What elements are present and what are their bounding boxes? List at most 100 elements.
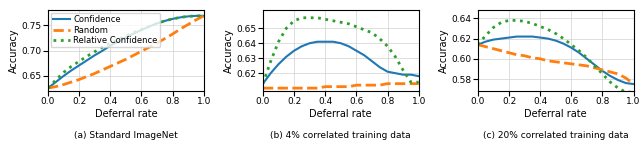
Relative Confidence bbox=[575, 50, 583, 52]
Relative Confidence bbox=[106, 42, 114, 44]
Random bbox=[552, 61, 559, 63]
Relative Confidence bbox=[345, 23, 353, 25]
Relative Confidence bbox=[267, 60, 275, 62]
Confidence bbox=[505, 37, 513, 39]
Confidence bbox=[298, 45, 306, 47]
Confidence bbox=[622, 82, 630, 84]
Relative Confidence bbox=[552, 33, 559, 34]
Relative Confidence bbox=[145, 26, 153, 27]
Random bbox=[275, 87, 282, 89]
Relative Confidence bbox=[505, 20, 513, 21]
Confidence bbox=[474, 44, 482, 46]
Relative Confidence bbox=[275, 41, 282, 43]
Random bbox=[200, 15, 207, 17]
Confidence bbox=[192, 15, 200, 17]
Confidence bbox=[630, 83, 637, 85]
Relative Confidence bbox=[536, 26, 544, 27]
Confidence bbox=[267, 72, 275, 74]
Line: Confidence: Confidence bbox=[478, 37, 634, 84]
Random bbox=[407, 83, 415, 85]
Relative Confidence bbox=[606, 81, 614, 83]
Confidence bbox=[345, 45, 353, 47]
Relative Confidence bbox=[138, 29, 145, 30]
Random bbox=[474, 44, 482, 46]
Relative Confidence bbox=[91, 51, 99, 53]
Confidence bbox=[583, 58, 591, 60]
Y-axis label: Accuracy: Accuracy bbox=[438, 28, 449, 73]
Random bbox=[161, 38, 169, 39]
Confidence bbox=[513, 36, 520, 37]
Relative Confidence bbox=[407, 81, 415, 83]
Random bbox=[314, 87, 321, 89]
Random bbox=[598, 69, 606, 71]
Confidence bbox=[368, 60, 376, 62]
Confidence bbox=[353, 50, 360, 52]
Relative Confidence bbox=[60, 72, 67, 73]
Confidence bbox=[259, 83, 267, 85]
Random bbox=[106, 66, 114, 67]
Confidence bbox=[306, 42, 314, 44]
Confidence bbox=[282, 56, 290, 58]
Relative Confidence bbox=[392, 56, 399, 58]
Relative Confidence bbox=[259, 83, 267, 85]
Random bbox=[267, 87, 275, 89]
Relative Confidence bbox=[598, 73, 606, 75]
Random bbox=[529, 57, 536, 59]
Confidence bbox=[536, 37, 544, 39]
Confidence bbox=[521, 36, 529, 37]
Line: Random: Random bbox=[48, 16, 204, 88]
Random bbox=[138, 50, 145, 52]
Legend: Confidence, Random, Relative Confidence: Confidence, Random, Relative Confidence bbox=[51, 13, 160, 47]
Random bbox=[184, 24, 192, 25]
Relative Confidence bbox=[630, 91, 637, 93]
Relative Confidence bbox=[52, 79, 60, 81]
Line: Relative Confidence: Relative Confidence bbox=[263, 18, 419, 84]
Line: Random: Random bbox=[263, 84, 419, 88]
Relative Confidence bbox=[192, 15, 200, 17]
Relative Confidence bbox=[184, 15, 192, 17]
Relative Confidence bbox=[497, 22, 505, 23]
Text: (b) 4% correlated training data: (b) 4% correlated training data bbox=[271, 131, 411, 140]
Random bbox=[559, 62, 567, 64]
Confidence bbox=[529, 36, 536, 37]
Relative Confidence bbox=[290, 20, 298, 22]
Random bbox=[130, 54, 138, 56]
X-axis label: Deferral rate: Deferral rate bbox=[310, 109, 372, 119]
Relative Confidence bbox=[591, 65, 598, 67]
Random bbox=[536, 58, 544, 60]
Random bbox=[259, 87, 267, 89]
Random bbox=[497, 50, 505, 52]
Confidence bbox=[106, 45, 114, 47]
Confidence bbox=[99, 50, 106, 52]
Relative Confidence bbox=[544, 29, 552, 30]
Random bbox=[145, 46, 153, 48]
Confidence bbox=[275, 63, 282, 65]
Random bbox=[521, 55, 529, 57]
Relative Confidence bbox=[177, 16, 184, 18]
Relative Confidence bbox=[122, 35, 130, 37]
Relative Confidence bbox=[153, 22, 161, 24]
Relative Confidence bbox=[360, 29, 368, 31]
Confidence bbox=[552, 40, 559, 41]
Random bbox=[99, 69, 106, 71]
Confidence bbox=[60, 75, 67, 77]
Confidence bbox=[200, 15, 207, 17]
Confidence bbox=[153, 22, 161, 24]
Confidence bbox=[91, 54, 99, 56]
Random bbox=[153, 42, 161, 44]
Relative Confidence bbox=[376, 38, 383, 40]
Random bbox=[368, 84, 376, 86]
Confidence bbox=[399, 74, 407, 76]
Confidence bbox=[497, 38, 505, 39]
Confidence bbox=[169, 18, 177, 20]
Relative Confidence bbox=[298, 17, 306, 19]
Confidence bbox=[130, 33, 138, 34]
Confidence bbox=[52, 81, 60, 83]
Relative Confidence bbox=[482, 35, 490, 36]
Random bbox=[115, 62, 122, 64]
Random bbox=[52, 86, 60, 87]
Random bbox=[583, 65, 591, 67]
Relative Confidence bbox=[513, 20, 520, 21]
Relative Confidence bbox=[399, 69, 407, 71]
Relative Confidence bbox=[321, 18, 329, 20]
